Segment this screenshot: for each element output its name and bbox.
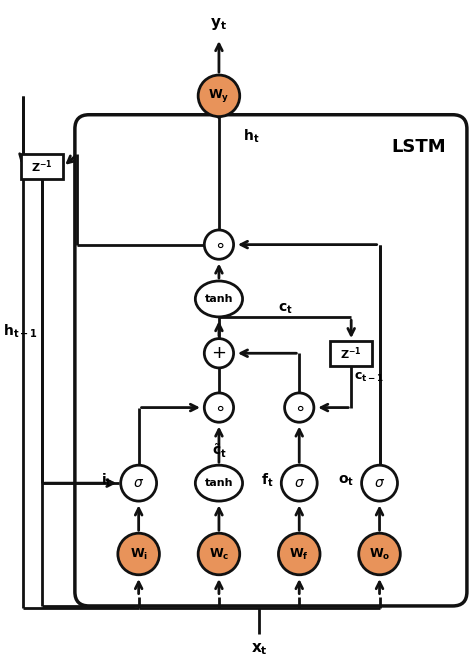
FancyBboxPatch shape [20,155,63,179]
Text: tanh: tanh [205,294,233,304]
Text: $\mathbf{W_o}$: $\mathbf{W_o}$ [369,546,390,562]
Circle shape [121,465,156,501]
Circle shape [278,533,320,575]
FancyBboxPatch shape [75,115,467,606]
Text: $\mathbf{o_t}$: $\mathbf{o_t}$ [337,473,354,488]
Text: $\mathbf{W_i}$: $\mathbf{W_i}$ [129,546,148,562]
FancyBboxPatch shape [330,341,373,366]
Circle shape [281,465,317,501]
Text: $\mathbf{y_t}$: $\mathbf{y_t}$ [210,16,228,32]
Circle shape [362,465,398,501]
Text: $\mathbf{c_t}$: $\mathbf{c_t}$ [278,301,292,316]
Text: tanh: tanh [205,478,233,488]
Circle shape [204,339,234,368]
Text: $\mathbf{h_t}$: $\mathbf{h_t}$ [243,127,259,145]
Text: $\mathbf{i_t}$: $\mathbf{i_t}$ [101,472,113,489]
Text: $\sigma$: $\sigma$ [374,476,385,490]
Text: $\circ$: $\circ$ [214,236,224,254]
Text: $\mathbf{W_y}$: $\mathbf{W_y}$ [208,88,230,104]
Text: $\mathbf{W_f}$: $\mathbf{W_f}$ [289,546,309,562]
Text: $\circ$: $\circ$ [294,398,304,416]
Circle shape [359,533,401,575]
Text: LSTM: LSTM [391,138,446,156]
Text: $\circ$: $\circ$ [214,398,224,416]
Circle shape [118,533,159,575]
Text: $+$: $+$ [211,344,227,363]
Ellipse shape [195,281,243,317]
Circle shape [204,230,234,259]
Circle shape [284,393,314,422]
Text: $\sigma$: $\sigma$ [133,476,144,490]
Text: $\mathbf{x_t}$: $\mathbf{x_t}$ [251,641,267,657]
Circle shape [204,393,234,422]
Text: $\mathbf{h_{t-1}}$: $\mathbf{h_{t-1}}$ [3,322,38,340]
Circle shape [198,75,240,117]
Text: $\mathbf{Z^{-1}}$: $\mathbf{Z^{-1}}$ [31,159,53,175]
Text: $\sigma$: $\sigma$ [294,476,305,490]
Text: $\mathbf{Z^{-1}}$: $\mathbf{Z^{-1}}$ [340,345,362,362]
Text: $\mathbf{c_{t-1}}$: $\mathbf{c_{t-1}}$ [354,371,383,384]
Text: $\mathbf{W_c}$: $\mathbf{W_c}$ [209,546,229,562]
Circle shape [198,533,240,575]
Text: $\mathbf{f_t}$: $\mathbf{f_t}$ [261,472,273,489]
Text: $\mathbf{\tilde{c}_t}$: $\mathbf{\tilde{c}_t}$ [211,442,226,460]
Ellipse shape [195,465,243,501]
